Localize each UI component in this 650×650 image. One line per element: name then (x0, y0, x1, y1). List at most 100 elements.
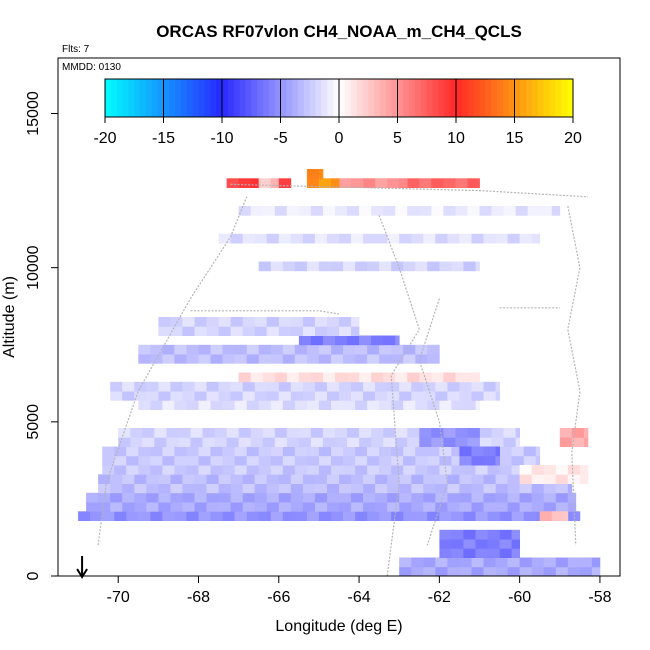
heatmap-cell (327, 233, 340, 244)
heatmap-cell (375, 233, 388, 244)
heatmap-cell (407, 372, 420, 383)
heatmap-cell (347, 428, 360, 438)
heatmap-cell (487, 529, 500, 540)
heatmap-cell (419, 206, 432, 216)
heatmap-cell (427, 455, 440, 466)
heatmap-cell (403, 354, 416, 364)
heatmap-cell (455, 372, 468, 383)
heatmap-cell (395, 372, 408, 383)
heatmap-cell (355, 400, 368, 410)
colorbar-segment (403, 79, 410, 117)
heatmap-cell (483, 492, 496, 503)
heatmap-cell (294, 400, 308, 410)
heatmap-cell (331, 354, 344, 364)
heatmap-cell (186, 400, 199, 410)
heatmap-cell (282, 455, 296, 466)
heatmap-cell (455, 178, 468, 188)
heatmap-cell (519, 483, 532, 494)
heatmap-cell (475, 548, 488, 558)
heatmap-cell (511, 511, 524, 521)
heatmap-cell (459, 381, 472, 392)
heatmap-cell (318, 261, 332, 272)
heatmap-cell (439, 261, 452, 272)
heatmap-cell (475, 465, 488, 475)
heatmap-cell (483, 233, 496, 244)
heatmap-cell (278, 502, 292, 512)
heatmap-cell (306, 344, 320, 355)
heatmap-cell (258, 178, 272, 188)
heatmap-cell (439, 446, 452, 457)
heatmap-cell (266, 391, 280, 401)
heatmap-cell (411, 381, 424, 392)
heatmap-cell (471, 455, 484, 466)
heatmap-cell (254, 502, 268, 512)
heatmap-cell (427, 465, 440, 475)
heatmap-cell (290, 391, 304, 401)
colorbar-segment (537, 79, 545, 117)
heatmap-cell (343, 446, 356, 457)
heatmap-cell (535, 446, 541, 457)
heatmap-cell (286, 437, 300, 447)
heatmap-cell (459, 391, 472, 401)
heatmap-cell (327, 492, 340, 503)
flight-track (230, 183, 588, 198)
heatmap-cell (367, 511, 380, 521)
heatmap-cell (266, 502, 280, 512)
heatmap-cell (270, 465, 284, 475)
heatmap-cell (451, 511, 464, 521)
heatmap-cell (146, 492, 159, 503)
heatmap-cell (194, 492, 207, 503)
heatmap-cell (158, 502, 171, 512)
heatmap-cell (415, 261, 428, 272)
heatmap-cell (102, 446, 115, 457)
colorbar: -20 -15 -10 -5 0 5 10 15 20 (93, 78, 582, 147)
heatmap-cell (383, 437, 396, 447)
heatmap-cell (439, 455, 452, 466)
heatmap-cell (391, 511, 404, 521)
heatmap-cell (379, 400, 392, 410)
heatmap-cell (278, 483, 292, 494)
heatmap-cell (242, 502, 256, 512)
heatmap-cell (403, 455, 416, 466)
heatmap-cell (403, 465, 416, 475)
heatmap-cell (306, 169, 320, 179)
heatmap-cell (511, 548, 520, 558)
heatmap-cell (359, 335, 372, 346)
flights-label: Flts: 7 (62, 44, 90, 55)
colorbar-segment (502, 79, 510, 117)
heatmap-cell (174, 446, 187, 457)
heatmap-cell (459, 455, 472, 466)
heatmap-cell (278, 391, 292, 401)
heatmap-cell (367, 465, 380, 475)
heatmap-cell (138, 354, 151, 364)
heatmap-cell (423, 381, 436, 392)
heatmap-cell (254, 326, 268, 336)
heatmap-cell (270, 400, 284, 410)
x-tick-label: -66 (267, 589, 290, 606)
heatmap-cell (218, 233, 231, 244)
heatmap-cell (511, 539, 520, 549)
heatmap-cell (479, 428, 492, 438)
heatmap-cell (483, 566, 496, 577)
heatmap-cell (258, 446, 272, 457)
heatmap-cell (531, 492, 545, 503)
heatmap-cell (455, 428, 468, 438)
heatmap-cell (435, 502, 448, 512)
heatmap-cell (415, 354, 428, 364)
heatmap-cell (254, 317, 268, 327)
heatmap-cell (579, 557, 593, 568)
heatmap-cell (250, 206, 264, 216)
heatmap-cell (399, 391, 412, 401)
heatmap-cell (166, 437, 179, 447)
heatmap-cell (471, 492, 484, 503)
colorbar-tick-label: 20 (564, 130, 582, 147)
heatmap-cell (310, 372, 324, 383)
flight-tracks (97, 183, 588, 577)
heatmap-cell (527, 206, 541, 216)
heatmap-cell (274, 437, 288, 447)
heatmap-cell (130, 437, 143, 447)
heatmap-cell (246, 354, 260, 364)
heatmap-cell (258, 344, 272, 355)
heatmap-cell (318, 354, 332, 364)
